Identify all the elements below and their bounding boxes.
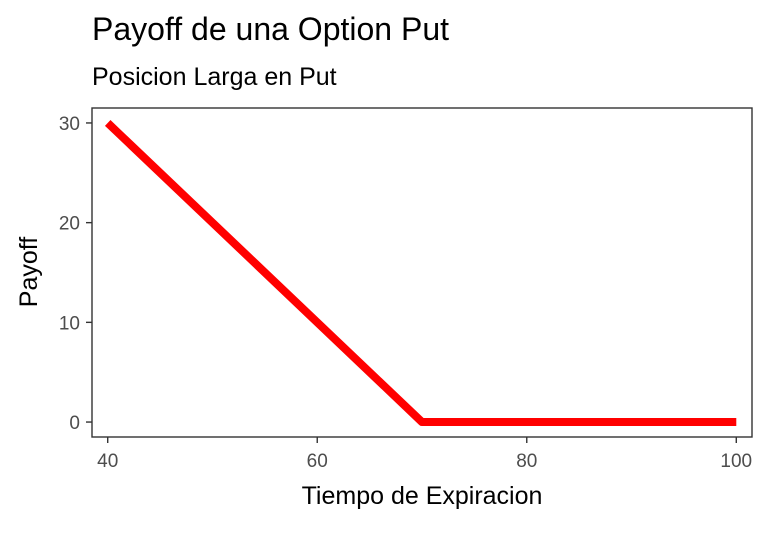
chart-title: Payoff de una Option Put — [92, 11, 449, 47]
series-line-0 — [104, 120, 737, 427]
y-axis-title: Payoff — [15, 237, 43, 307]
chart-subtitle: Posicion Larga en Put — [92, 63, 337, 91]
y-tick-label-0: 0 — [69, 413, 80, 434]
x-tick-label-60: 60 — [307, 451, 328, 472]
x-tick-label-40: 40 — [97, 451, 118, 472]
y-tick-label-30: 30 — [59, 114, 80, 135]
y-tick-label-20: 20 — [59, 214, 80, 235]
plot-panel-border — [91, 107, 753, 438]
x-tick-label-80: 80 — [516, 451, 537, 472]
y-tick-label-10: 10 — [59, 313, 80, 334]
plot-area: 40 60 80 100 0 10 20 30 — [59, 107, 753, 472]
x-tick-label-100: 100 — [720, 451, 752, 472]
x-axis-title: Tiempo de Expiracion — [302, 482, 543, 510]
